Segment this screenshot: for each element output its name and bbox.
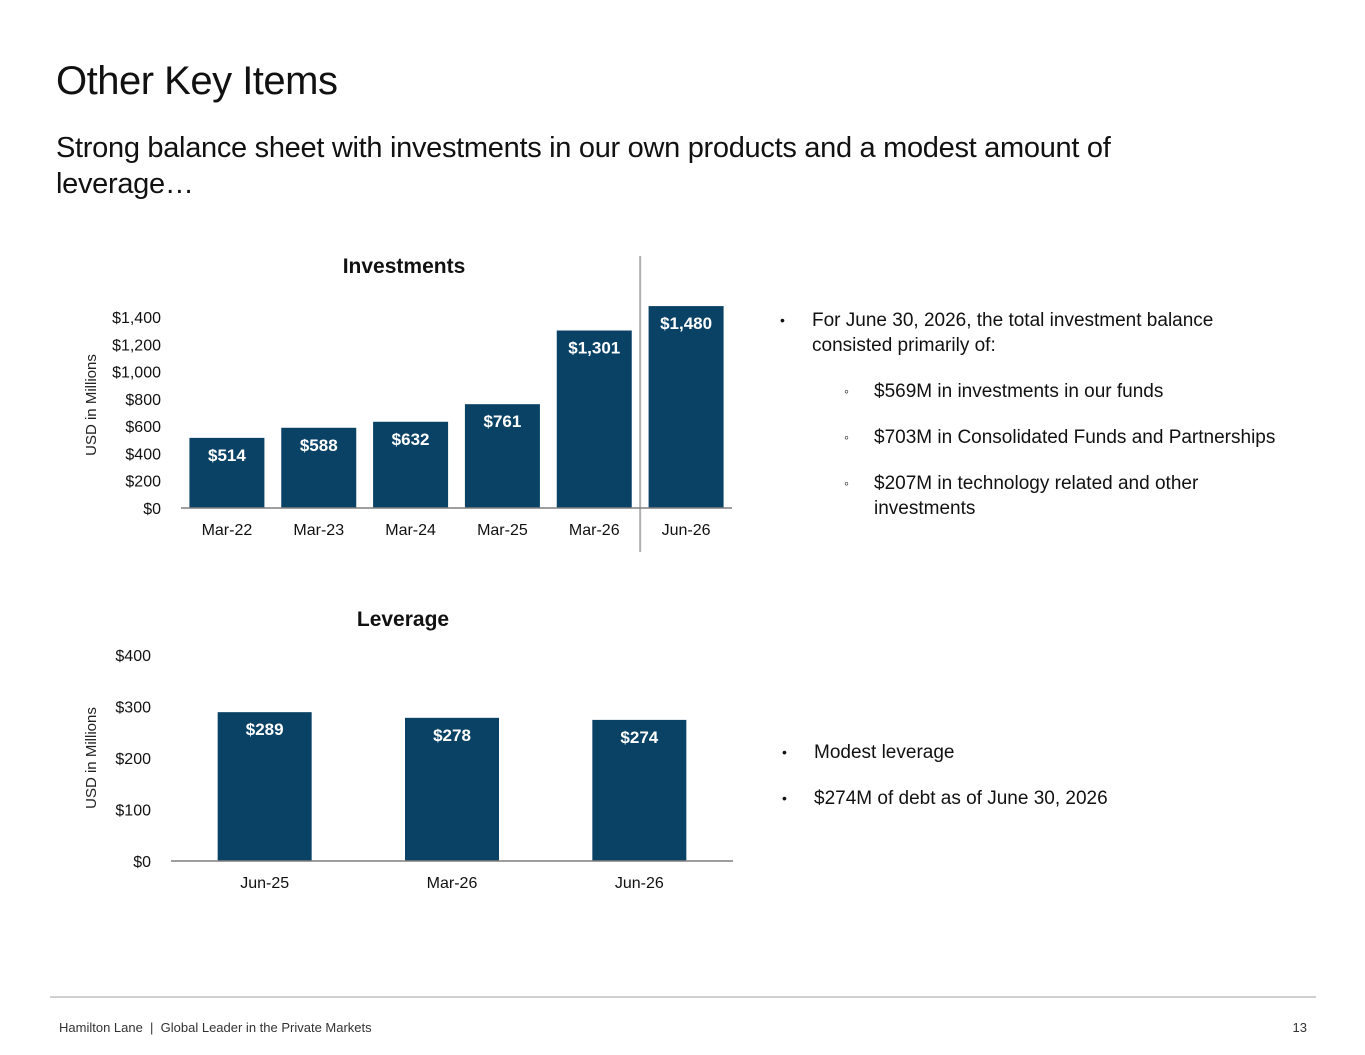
y-tick-label: $400 — [115, 648, 151, 665]
bar-value-label: $632 — [392, 430, 430, 449]
y-axis-label: USD in Millions — [83, 707, 100, 809]
y-tick-label: $200 — [125, 474, 161, 491]
y-tick-label: $300 — [115, 700, 151, 717]
leverage-chart: Leverage USD in Millions $0 $100 $200 $300 $40… — [83, 608, 733, 892]
bar — [373, 421, 449, 508]
investment-note-item: ◦ $207M in technology related and other … — [844, 473, 1199, 519]
bar — [556, 330, 632, 508]
y-tick-label: $800 — [125, 392, 161, 409]
page-title: Other Key Items — [56, 59, 338, 103]
bullet-circle-icon: ◦ — [844, 383, 849, 399]
y-tick-label: $1,400 — [112, 310, 161, 327]
x-tick-label: Mar-25 — [477, 522, 528, 539]
bar — [648, 306, 724, 508]
bar — [281, 427, 357, 508]
bullet-dot-icon: • — [782, 790, 787, 806]
x-tick-label: Jun-26 — [615, 875, 664, 892]
bar-value-label: $514 — [208, 446, 246, 465]
x-tick-label: Mar-22 — [202, 522, 253, 539]
investment-notes-intro: • For June 30, 2026, the total investmen… — [780, 310, 1214, 356]
chart-title: Leverage — [357, 608, 449, 631]
x-tick-label: Mar-26 — [569, 522, 620, 539]
investment-notes-subitems: ◦ $569M in investments in our funds ◦ $7… — [812, 379, 1292, 521]
bullet-dot-icon: • — [780, 312, 785, 328]
bar-value-label: $289 — [246, 720, 284, 739]
x-tick-label: Mar-26 — [427, 875, 478, 892]
y-tick-label: $200 — [115, 751, 151, 768]
leverage-notes: • Modest leverage • $274M of debt as of … — [782, 740, 1294, 832]
bar — [189, 437, 265, 508]
leverage-note-item: • Modest leverage — [782, 742, 955, 763]
y-tick-label: $1,200 — [112, 337, 161, 354]
footer-text: Hamilton Lane | Global Leader in the Pri… — [59, 1020, 372, 1035]
y-axis-label: USD in Millions — [83, 354, 100, 456]
bar-value-label: $588 — [300, 436, 338, 455]
bar — [464, 404, 540, 508]
leverage-note-item: • $274M of debt as of June 30, 2026 — [782, 788, 1108, 809]
footer-divider — [50, 996, 1316, 998]
y-tick-label: $400 — [125, 446, 161, 463]
y-tick-label: $600 — [125, 419, 161, 436]
bar-value-label: $1,480 — [660, 314, 712, 333]
y-tick-label: $100 — [115, 803, 151, 820]
bar — [592, 719, 687, 861]
investment-note-item: ◦ $703M in Consolidated Funds and Partne… — [844, 427, 1276, 448]
bullet-circle-icon: ◦ — [844, 475, 849, 491]
bar-value-label: $761 — [484, 412, 522, 431]
page-subtitle: Strong balance sheet with investments in… — [56, 132, 1111, 200]
bar-value-label: $1,301 — [568, 339, 620, 358]
x-tick-label: Mar-24 — [385, 522, 436, 539]
x-tick-label: Jun-26 — [662, 522, 711, 539]
bar — [217, 712, 312, 861]
investment-note-item: ◦ $569M in investments in our funds — [844, 381, 1164, 402]
page-number: 13 — [1292, 1020, 1307, 1035]
bar-value-label: $278 — [433, 726, 471, 745]
investment-notes: • For June 30, 2026, the total investmen… — [780, 308, 1292, 542]
investments-chart: Investments USD in Millions $0 $200 $400 $600… — [83, 255, 732, 552]
bullet-circle-icon: ◦ — [844, 429, 849, 445]
y-tick-label: $0 — [133, 854, 151, 871]
x-tick-label: Jun-25 — [240, 875, 289, 892]
bullet-dot-icon: • — [782, 744, 787, 760]
bar — [405, 717, 499, 861]
x-tick-label: Mar-23 — [293, 522, 344, 539]
chart-title: Investments — [343, 255, 466, 278]
y-tick-label: $0 — [143, 501, 161, 518]
y-tick-label: $1,000 — [112, 365, 161, 382]
bar-value-label: $274 — [620, 728, 658, 747]
